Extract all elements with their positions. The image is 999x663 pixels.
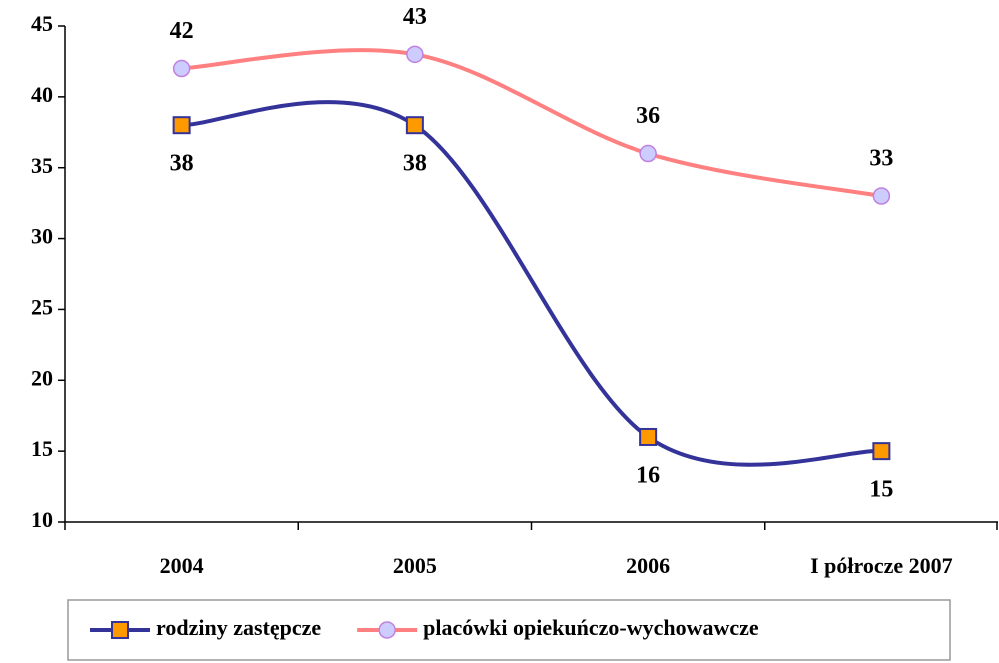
marker: [872, 442, 891, 461]
data-label: 42: [170, 18, 194, 44]
data-label: 16: [636, 462, 660, 488]
data-label: 38: [170, 151, 194, 177]
y-tick-label: 35: [31, 153, 53, 178]
marker: [406, 45, 424, 64]
marker: [872, 187, 891, 205]
marker: [639, 144, 657, 163]
y-tick-label: 25: [31, 294, 53, 319]
y-tick-label: 10: [31, 507, 53, 532]
series-line: [181, 48, 882, 199]
legend-box: [67, 599, 951, 661]
marker: [639, 427, 658, 446]
y-tick-label: 15: [31, 436, 53, 461]
legend: rodziny zastępcze placówki opiekuńczo-wyc…: [67, 599, 951, 661]
x-tick-label: 2004: [160, 553, 204, 578]
data-label: 33: [869, 146, 893, 172]
series-line: [181, 100, 882, 467]
marker: [111, 621, 129, 639]
x-tick-label: 2006: [626, 553, 670, 578]
y-tick-label: 30: [31, 224, 53, 249]
legend-label: placówki opiekuńczo-wychowawcze: [423, 615, 759, 640]
data-label: 36: [636, 103, 660, 129]
data-label: 15: [869, 477, 893, 503]
y-tick-label: 45: [31, 11, 53, 36]
legend-label: rodziny zastępcze: [156, 615, 321, 640]
data-label: 43: [403, 4, 427, 30]
data-label: 38: [403, 151, 427, 177]
x-tick-label: I półrocze 2007: [810, 553, 953, 578]
marker: [172, 59, 191, 78]
marker: [405, 116, 424, 135]
marker: [172, 116, 191, 135]
y-tick-label: 20: [31, 365, 53, 390]
x-tick-label: 2005: [393, 553, 437, 578]
y-tick-label: 40: [31, 82, 53, 107]
marker: [378, 621, 396, 639]
